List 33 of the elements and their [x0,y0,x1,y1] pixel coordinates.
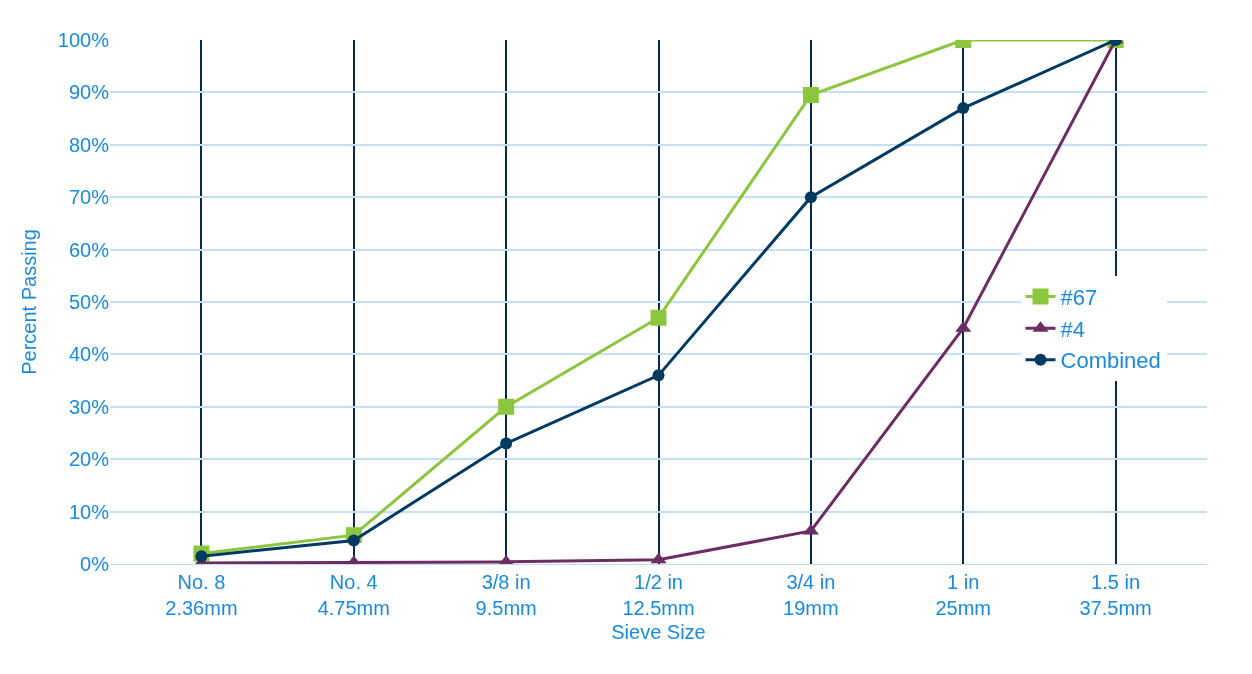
point [500,437,513,450]
x-tick-label: No. 8 2.36mm [165,571,238,619]
legend-label: #4 [1060,316,1085,342]
x-axis-title: Sieve Size [611,620,706,643]
y-tick-label: 40% [68,343,110,366]
x-tick-label: 1.5 in 37.5mm [1079,571,1152,619]
point [347,534,360,547]
y-tick-label: 70% [68,186,110,209]
point [802,87,819,104]
y-tick-label: 20% [68,448,110,471]
point [652,369,665,382]
point [957,102,970,115]
point [802,523,819,535]
x-tick-label: 1/2 in 12.5mm [622,571,695,619]
x-tick-label: 1 in 25mm [935,571,992,619]
x-tick-label: 3/4 in 19mm [783,571,839,619]
y-tick-label: 0% [80,553,110,575]
point [804,191,817,204]
point [498,398,515,415]
y-tick-label: 50% [68,291,110,313]
y-tick-label: 10% [68,500,110,523]
y-tick-label: 80% [68,133,110,156]
legend-label: #67 [1060,285,1098,311]
y-tick-label: 90% [68,81,110,104]
y-tick-label: 30% [68,395,110,418]
y-axis-title: Percent Passing [18,229,41,375]
x-tick-label: No. 4 4.75mm [317,571,390,619]
legend-label: Combined [1060,348,1161,374]
point [650,552,667,564]
y-tick-label: 60% [68,238,110,261]
y-tick-label: 100% [57,29,110,51]
x-tick-label: 3/8 in 9.5mm [475,571,537,619]
point [650,309,667,326]
